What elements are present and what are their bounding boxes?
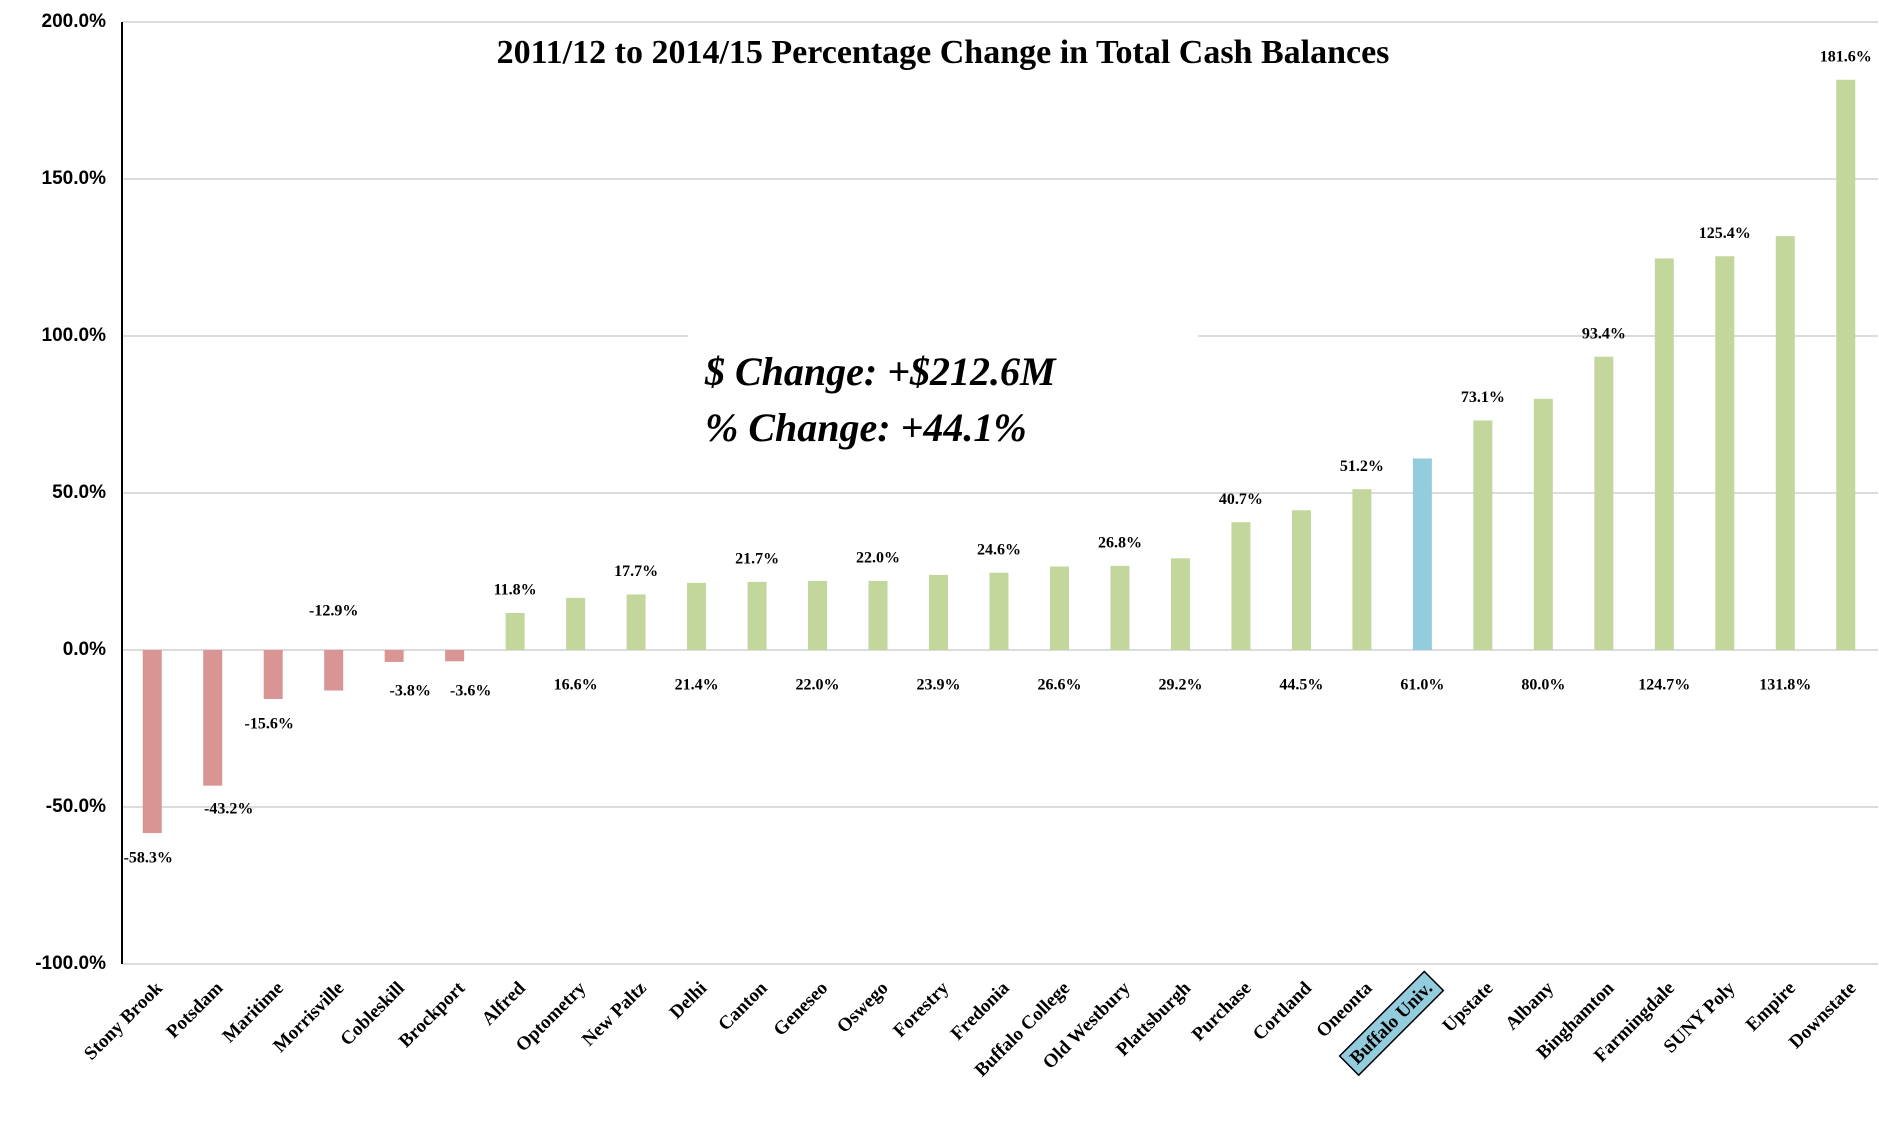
value-label: 73.1% bbox=[1461, 389, 1505, 406]
x-tick-label: Stony Brook bbox=[80, 977, 167, 1064]
value-label: 22.0% bbox=[796, 677, 840, 694]
value-label: 51.2% bbox=[1340, 458, 1384, 475]
y-tick-label: 150.0% bbox=[42, 168, 107, 189]
x-tick-label: Alfred bbox=[478, 977, 530, 1029]
bar bbox=[566, 597, 586, 650]
x-tick-label: Geneseo bbox=[770, 978, 833, 1041]
value-label: -58.3% bbox=[124, 850, 173, 867]
value-label: 11.8% bbox=[494, 582, 537, 599]
value-label: -12.9% bbox=[309, 603, 358, 620]
y-tick-label: 0.0% bbox=[63, 639, 106, 660]
value-label: 17.7% bbox=[614, 563, 658, 580]
y-tick-label: -50.0% bbox=[46, 796, 106, 817]
bar bbox=[626, 594, 646, 650]
bar bbox=[687, 582, 707, 650]
y-tick-label: -100.0% bbox=[35, 953, 106, 974]
bar bbox=[1352, 489, 1372, 650]
x-tick-label: Delhi bbox=[666, 978, 711, 1023]
highlight-box bbox=[1338, 970, 1445, 1077]
bar bbox=[808, 580, 828, 650]
value-label: 61.0% bbox=[1400, 677, 1444, 694]
bar bbox=[1594, 356, 1614, 650]
value-label: 24.6% bbox=[977, 541, 1021, 558]
x-tick-label: Brockport bbox=[395, 977, 470, 1052]
value-label: 22.0% bbox=[856, 550, 900, 567]
bar bbox=[929, 574, 949, 650]
bar bbox=[263, 650, 283, 699]
bar bbox=[989, 572, 1009, 650]
bar bbox=[1110, 565, 1130, 650]
x-tick-label: Upstate bbox=[1439, 978, 1498, 1037]
bar bbox=[1049, 566, 1069, 650]
bar bbox=[505, 612, 525, 650]
y-tick-label: 100.0% bbox=[42, 325, 107, 346]
bar bbox=[1473, 420, 1493, 650]
bar bbox=[324, 650, 344, 691]
value-label: -3.8% bbox=[390, 683, 431, 700]
annotation: % Change: +44.1% bbox=[705, 405, 1027, 450]
value-label: 26.8% bbox=[1098, 535, 1142, 552]
value-label: 125.4% bbox=[1699, 225, 1751, 242]
annotation-box bbox=[688, 334, 1198, 464]
x-tick-label: Canton bbox=[714, 977, 772, 1035]
x-tick-label: Oswego bbox=[833, 978, 893, 1038]
bar bbox=[1654, 258, 1674, 650]
value-label: 16.6% bbox=[554, 677, 598, 694]
value-label: 29.2% bbox=[1158, 677, 1202, 694]
bar bbox=[1231, 522, 1251, 650]
x-tick-label: New Paltz bbox=[578, 977, 651, 1050]
value-label: 131.8% bbox=[1759, 677, 1811, 694]
bar bbox=[747, 581, 767, 650]
annotation: $ Change: +$212.6M bbox=[704, 349, 1057, 394]
bar bbox=[868, 580, 888, 650]
value-label: -43.2% bbox=[204, 800, 253, 817]
value-label: 80.0% bbox=[1521, 677, 1565, 694]
bar bbox=[1412, 458, 1432, 650]
bar bbox=[142, 650, 162, 834]
bar bbox=[445, 650, 465, 662]
bar bbox=[1291, 510, 1311, 650]
x-tick-label: Potsdam bbox=[162, 978, 227, 1043]
value-label: 21.7% bbox=[735, 551, 779, 568]
bar bbox=[1533, 398, 1553, 650]
bar bbox=[1715, 256, 1735, 650]
value-label: 26.6% bbox=[1037, 677, 1081, 694]
bar bbox=[1836, 79, 1856, 650]
bar bbox=[384, 650, 404, 662]
x-tick-label: Downstate bbox=[1785, 978, 1860, 1053]
y-tick-label: 200.0% bbox=[42, 11, 107, 32]
value-label: 40.7% bbox=[1219, 491, 1263, 508]
value-label: -15.6% bbox=[245, 716, 294, 733]
value-label: 124.7% bbox=[1638, 677, 1690, 694]
x-tick-label: Cortland bbox=[1249, 977, 1316, 1044]
x-tick-label: Forestry bbox=[889, 977, 953, 1041]
bar bbox=[203, 650, 223, 786]
x-tick-label: Albany bbox=[1501, 977, 1558, 1034]
value-label: 93.4% bbox=[1582, 325, 1626, 342]
bar bbox=[1775, 236, 1795, 650]
value-label: 181.6% bbox=[1820, 48, 1872, 65]
value-label: -3.6% bbox=[450, 683, 491, 700]
x-tick-label: Empire bbox=[1742, 978, 1800, 1036]
value-label: 23.9% bbox=[917, 677, 961, 694]
bar bbox=[1170, 558, 1190, 650]
x-tick-label: Purchase bbox=[1188, 978, 1256, 1046]
y-tick-label: 50.0% bbox=[52, 482, 106, 503]
value-label: 44.5% bbox=[1279, 677, 1323, 694]
chart-title: 2011/12 to 2014/15 Percentage Change in … bbox=[497, 34, 1390, 71]
value-label: 21.4% bbox=[675, 677, 719, 694]
